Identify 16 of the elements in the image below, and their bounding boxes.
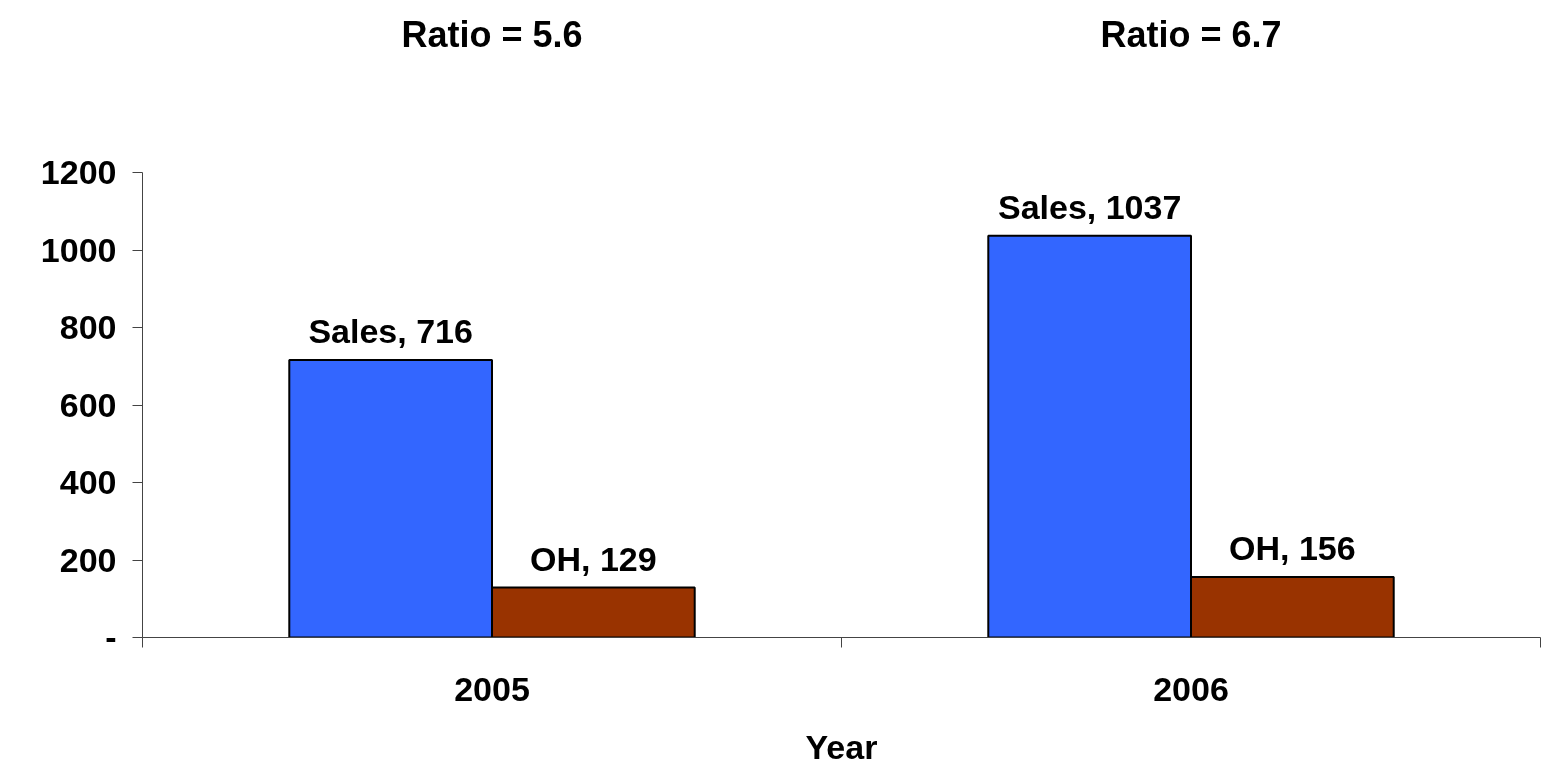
data-label: Sales, 716 bbox=[308, 312, 473, 351]
x-axis-title: Year bbox=[805, 727, 878, 766]
y-tick-label: - bbox=[105, 618, 117, 656]
y-tick-label: 600 bbox=[59, 385, 117, 424]
x-tick-label: 2006 bbox=[1153, 669, 1229, 708]
x-tick-label: 2005 bbox=[454, 669, 530, 708]
data-label: OH, 156 bbox=[1229, 529, 1356, 568]
y-tick-label: 200 bbox=[59, 540, 117, 579]
data-label: OH, 129 bbox=[530, 539, 657, 578]
text: Ratio = 5.6 bbox=[401, 13, 583, 55]
y-tick-label: 1200 bbox=[40, 153, 117, 191]
y-tick-label: 800 bbox=[59, 308, 117, 346]
data-label: Sales, 1037 bbox=[997, 187, 1182, 226]
y-tick-label: 400 bbox=[59, 463, 117, 501]
text: Ratio = 6.7 bbox=[1100, 13, 1282, 55]
y-tick-label: 1000 bbox=[40, 230, 117, 269]
